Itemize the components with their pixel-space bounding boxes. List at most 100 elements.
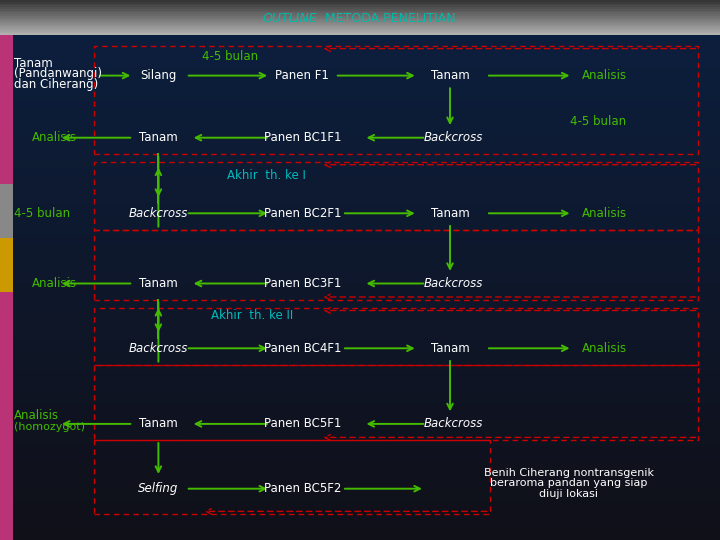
Bar — [0, 186, 720, 189]
Bar — [0, 16, 720, 17]
Bar — [0, 24, 720, 27]
Bar — [0, 246, 720, 248]
Bar — [0, 521, 720, 524]
Bar — [0, 216, 720, 219]
Bar — [0, 208, 720, 211]
Bar — [0, 202, 720, 205]
Bar — [0, 54, 720, 57]
Bar — [0, 348, 720, 351]
Bar — [0, 184, 720, 186]
Bar — [0, 454, 720, 456]
Bar — [0, 84, 720, 86]
Text: dan Ciherang): dan Ciherang) — [14, 78, 99, 91]
Bar — [0, 30, 720, 32]
Bar — [0, 143, 720, 146]
Bar — [0, 248, 720, 251]
Bar — [0, 440, 720, 443]
Bar — [0, 343, 720, 346]
Bar — [0, 327, 720, 329]
Bar — [0, 289, 720, 292]
Bar — [0, 119, 720, 122]
Bar — [0, 43, 720, 46]
Bar — [0, 8, 720, 11]
Bar — [0, 302, 720, 305]
Bar — [0, 28, 720, 30]
Bar — [0, 462, 720, 464]
Bar — [0, 340, 720, 343]
Bar — [0, 108, 720, 111]
Bar — [0, 535, 720, 537]
Bar — [0, 397, 720, 400]
Bar — [0, 375, 720, 378]
Text: Analisis: Analisis — [14, 409, 60, 422]
Bar — [0, 23, 720, 24]
Bar — [0, 200, 720, 202]
Bar — [0, 359, 720, 362]
Bar — [0, 502, 720, 505]
Bar — [0, 17, 720, 19]
Text: Analisis: Analisis — [582, 342, 627, 355]
Bar — [0, 73, 720, 76]
Bar — [0, 12, 720, 14]
Bar — [0, 165, 720, 167]
Bar — [0, 2, 720, 3]
Text: Backcross: Backcross — [424, 277, 483, 290]
Bar — [0, 232, 720, 235]
Bar — [0, 89, 720, 92]
Text: Tanam: Tanam — [431, 69, 469, 82]
Text: Panen BC5F2: Panen BC5F2 — [264, 482, 341, 495]
Bar — [0, 464, 720, 467]
Bar — [0, 373, 720, 375]
Bar — [0, 329, 720, 332]
Bar — [0, 10, 720, 12]
FancyBboxPatch shape — [0, 35, 13, 540]
Bar — [0, 40, 720, 43]
Bar — [0, 432, 720, 435]
Bar — [0, 367, 720, 370]
Bar — [0, 351, 720, 354]
Bar — [0, 429, 720, 432]
Text: Tanam: Tanam — [14, 57, 53, 70]
Bar — [0, 24, 720, 26]
Text: Tanam: Tanam — [431, 207, 469, 220]
Bar — [0, 111, 720, 113]
Bar — [0, 189, 720, 192]
Text: 4-5 bulan: 4-5 bulan — [570, 115, 626, 128]
Bar — [0, 481, 720, 483]
Bar — [0, 435, 720, 437]
Bar — [0, 321, 720, 324]
Text: Backcross: Backcross — [129, 207, 188, 220]
Bar — [0, 92, 720, 94]
Bar — [0, 364, 720, 367]
Bar — [0, 26, 720, 28]
Bar — [0, 130, 720, 132]
Bar — [0, 97, 720, 100]
Text: beraroma pandan yang siap: beraroma pandan yang siap — [490, 478, 647, 488]
Bar — [0, 273, 720, 275]
Bar — [0, 57, 720, 59]
Bar — [0, 532, 720, 535]
Bar — [0, 221, 720, 224]
Bar — [0, 46, 720, 49]
Bar — [0, 305, 720, 308]
Bar — [0, 146, 720, 148]
Text: Tanam: Tanam — [139, 277, 178, 290]
Bar — [0, 516, 720, 518]
Bar — [0, 11, 720, 14]
Bar — [0, 470, 720, 472]
Bar — [0, 324, 720, 327]
Text: 4-5 bulan: 4-5 bulan — [202, 50, 258, 63]
Bar — [0, 524, 720, 526]
Bar — [0, 151, 720, 154]
Bar — [0, 478, 720, 481]
Bar — [0, 235, 720, 238]
Text: Analisis: Analisis — [32, 131, 78, 144]
Text: Backcross: Backcross — [424, 417, 483, 430]
Bar — [0, 443, 720, 445]
Bar — [0, 308, 720, 310]
Bar — [0, 300, 720, 302]
Bar — [0, 170, 720, 173]
Bar — [0, 489, 720, 491]
Bar — [0, 451, 720, 454]
Bar — [0, 167, 720, 170]
